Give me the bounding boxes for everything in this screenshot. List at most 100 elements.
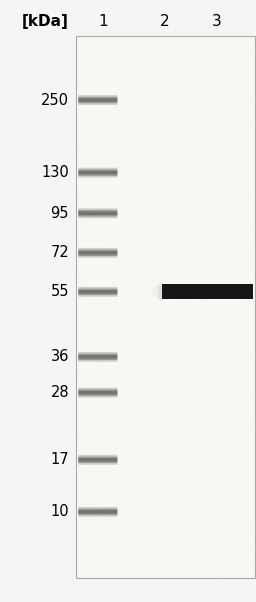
Point xyxy=(242,411,246,420)
Point xyxy=(147,468,152,478)
Point xyxy=(110,489,114,498)
Point xyxy=(75,194,79,203)
Point xyxy=(139,99,143,108)
Point xyxy=(191,435,195,445)
Point xyxy=(74,474,78,484)
Point xyxy=(94,378,99,388)
Point xyxy=(120,64,124,74)
Point xyxy=(158,452,162,462)
Point xyxy=(161,346,165,356)
Point xyxy=(201,48,206,58)
Point xyxy=(79,456,83,466)
Point xyxy=(243,231,247,240)
Point xyxy=(157,344,161,354)
Point xyxy=(142,527,146,537)
Point xyxy=(185,219,189,228)
Point xyxy=(132,45,136,55)
Point xyxy=(127,152,131,161)
Point xyxy=(129,485,133,495)
Point xyxy=(87,490,91,500)
FancyBboxPatch shape xyxy=(78,250,117,256)
Point xyxy=(94,262,98,272)
Point xyxy=(118,524,122,533)
Point xyxy=(119,414,123,423)
Bar xyxy=(153,287,154,297)
Point xyxy=(167,36,171,45)
Point xyxy=(209,545,213,555)
Point xyxy=(170,250,174,259)
Point xyxy=(97,435,101,445)
Point xyxy=(140,90,144,99)
Point xyxy=(163,415,167,424)
Point xyxy=(140,68,144,78)
Point xyxy=(88,262,92,272)
Point xyxy=(129,324,133,334)
Point xyxy=(80,93,84,103)
Point xyxy=(81,359,85,369)
Point xyxy=(159,176,163,185)
Point xyxy=(231,31,235,41)
Point xyxy=(93,216,97,225)
Point xyxy=(223,274,227,284)
Point xyxy=(216,139,220,149)
Point xyxy=(241,486,245,495)
Point xyxy=(92,209,97,219)
FancyBboxPatch shape xyxy=(78,208,117,218)
Point xyxy=(182,114,186,123)
FancyBboxPatch shape xyxy=(78,97,117,104)
Point xyxy=(219,489,223,499)
Point xyxy=(116,172,120,181)
Point xyxy=(100,504,104,514)
Point xyxy=(207,426,211,435)
Point xyxy=(224,97,228,107)
Point xyxy=(237,80,241,90)
Point xyxy=(208,411,212,421)
Point xyxy=(80,443,84,453)
Point xyxy=(141,130,145,140)
Point xyxy=(193,406,197,415)
Bar xyxy=(160,285,161,299)
Point xyxy=(182,374,186,384)
Point xyxy=(142,477,146,487)
Point xyxy=(81,506,85,515)
Point xyxy=(91,358,95,367)
Point xyxy=(220,100,225,110)
Point xyxy=(208,367,212,377)
Point xyxy=(161,564,165,574)
Point xyxy=(212,410,217,420)
Point xyxy=(111,266,115,276)
Point xyxy=(220,248,224,258)
Point xyxy=(205,114,209,123)
Point xyxy=(163,565,167,575)
Point xyxy=(231,96,236,105)
Point xyxy=(180,465,184,475)
Point xyxy=(92,142,96,152)
Point xyxy=(167,494,172,503)
Point xyxy=(115,231,119,240)
Point xyxy=(163,383,167,393)
Point xyxy=(198,374,202,384)
Point xyxy=(234,564,238,574)
Point xyxy=(148,267,152,276)
Point xyxy=(138,479,142,489)
Point xyxy=(188,120,192,129)
Point xyxy=(157,206,161,216)
Point xyxy=(159,547,163,556)
Point xyxy=(134,338,138,347)
Point xyxy=(123,204,127,214)
Point xyxy=(242,232,246,241)
Point xyxy=(106,471,110,481)
Text: [kDa]: [kDa] xyxy=(22,14,69,29)
Point xyxy=(108,111,112,121)
Point xyxy=(91,293,95,303)
Point xyxy=(158,88,162,98)
Bar xyxy=(154,287,155,297)
Point xyxy=(155,486,159,496)
Point xyxy=(93,82,97,92)
Point xyxy=(146,515,150,525)
Point xyxy=(251,261,255,271)
Point xyxy=(83,232,88,241)
Point xyxy=(206,281,210,290)
Point xyxy=(189,420,193,430)
Point xyxy=(201,151,205,161)
